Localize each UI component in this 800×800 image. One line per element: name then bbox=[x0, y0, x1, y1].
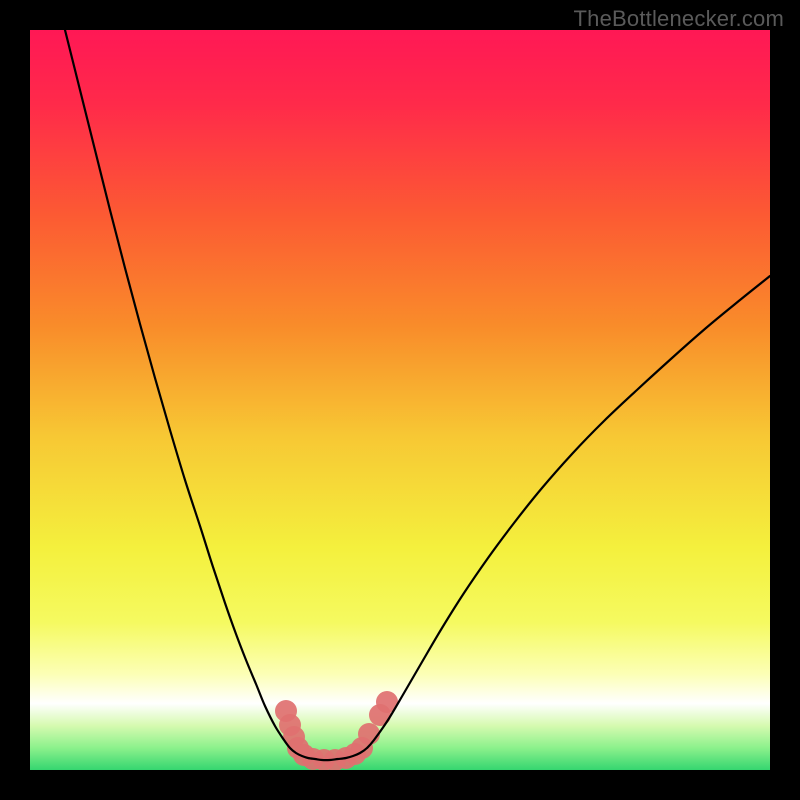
watermark-text: TheBottlenecker.com bbox=[574, 6, 784, 32]
bottleneck-chart: TheBottlenecker.com bbox=[0, 0, 800, 800]
gradient-background bbox=[30, 30, 770, 770]
chart-svg bbox=[0, 0, 800, 800]
marker-bead bbox=[358, 723, 380, 745]
